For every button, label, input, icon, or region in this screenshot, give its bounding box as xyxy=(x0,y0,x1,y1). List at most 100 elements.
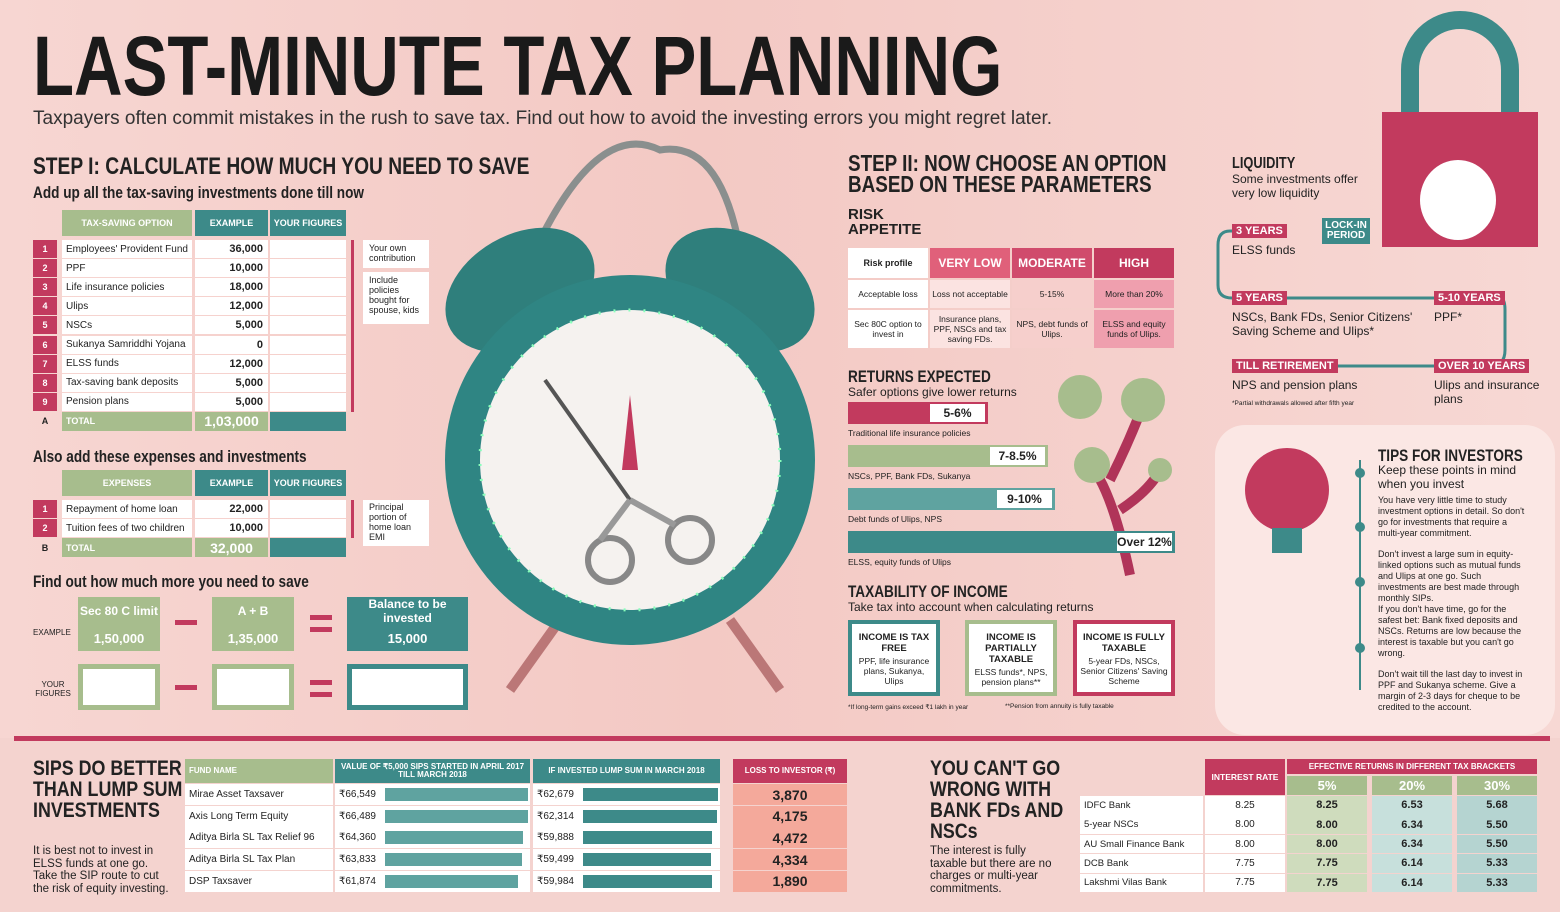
risk-header: HIGH xyxy=(1094,248,1174,278)
lump-bar xyxy=(583,874,713,888)
lockin-text: PPF* xyxy=(1434,310,1463,324)
risk-cell: More than 20% xyxy=(1094,280,1174,308)
section-subtitle: Take tax into account when calculating r… xyxy=(848,600,1094,614)
row-label: Employees' Provident Fund xyxy=(62,240,192,259)
fd-return: 7.75 xyxy=(1287,873,1367,893)
calc-box-value: 1,35,000 xyxy=(212,625,294,651)
calc-input xyxy=(347,664,468,710)
bulb-icon xyxy=(1245,448,1365,690)
calc-box-title: A + B xyxy=(212,597,294,625)
section-title: STEP II: NOW CHOOSE AN OPTION BASED ON T… xyxy=(848,150,1167,197)
loss-cell: 1,890 xyxy=(733,870,847,892)
total-letter: A xyxy=(41,416,49,427)
fd-return: 6.14 xyxy=(1372,854,1452,873)
row-value: 36,000 xyxy=(195,240,268,259)
row-value: 12,000 xyxy=(195,297,268,316)
loss-cell: 4,334 xyxy=(733,849,847,871)
sip-header: FUND NAME xyxy=(185,759,333,783)
fd-bracket: 5% xyxy=(1287,776,1367,795)
tax-box-text: PPF, life insurance plans, Sukanya, Ulip… xyxy=(858,656,930,686)
row-number: 4 xyxy=(33,297,57,316)
row-value: 22,000 xyxy=(195,500,268,519)
footnote: *If long-term gains exceed ₹1 lakh in ye… xyxy=(848,704,969,711)
row-input xyxy=(270,519,346,538)
sip-fund: Aditya Birla SL Tax Relief 96 xyxy=(185,827,333,849)
loss-cell: 4,472 xyxy=(733,827,847,849)
row-label: PPF xyxy=(62,259,192,278)
tax-box: INCOME IS TAX FREE PPF, life insurance pl… xyxy=(848,620,940,696)
row-input xyxy=(270,297,346,316)
lockin-text: NPS and pension plans xyxy=(1232,378,1358,392)
calc-input xyxy=(212,664,294,710)
table-header: EXAMPLE xyxy=(195,210,268,236)
row-label: Tax-saving bank deposits xyxy=(62,373,192,392)
section-intro: Find out how much more you need to save xyxy=(33,572,309,591)
return-caption: ELSS, equity funds of Ulips xyxy=(848,557,952,567)
row-number: 6 xyxy=(33,335,57,354)
clock xyxy=(445,140,815,693)
return-label: Over 12% xyxy=(1117,533,1172,551)
risk-cell: Loss not acceptable xyxy=(930,280,1010,308)
section-title: STEP I: CALCULATE HOW MUCH YOU NEED TO S… xyxy=(33,153,530,180)
fd-rate: 8.00 xyxy=(1205,815,1285,834)
money-tree xyxy=(1058,375,1172,577)
section-subtitle: Safer options give lower returns xyxy=(848,385,1017,399)
sip-header: IF INVESTED LUMP SUM IN MARCH 2018 xyxy=(533,759,720,783)
row-value: 10,000 xyxy=(195,259,268,278)
calc-box-value: 15,000 xyxy=(347,625,468,651)
fd-group-header: EFFECTIVE RETURNS IN DIFFERENT TAX BRACK… xyxy=(1287,759,1537,774)
row-number: 9 xyxy=(33,392,57,411)
return-label: 9-10% xyxy=(997,490,1052,508)
sip-bar xyxy=(385,809,528,823)
sip-bar xyxy=(385,788,528,801)
fd-return: 6.53 xyxy=(1372,796,1452,815)
row-label: NSCs xyxy=(62,316,192,335)
row-value: 10,000 xyxy=(195,519,268,538)
row-value: 12,000 xyxy=(195,354,268,373)
sip-bar xyxy=(385,874,518,888)
fd-return: 6.34 xyxy=(1372,815,1452,834)
bracket xyxy=(346,500,354,539)
risk-cell: NPS, debt funds of Ulips. xyxy=(1012,310,1092,348)
return-bar xyxy=(848,531,1175,553)
risk-title: RISK APPETITE xyxy=(848,206,922,238)
fd-rate: 8.00 xyxy=(1205,834,1285,854)
return-caption: Debt funds of Ulips, NPS xyxy=(848,514,943,524)
tax-box: INCOME IS PARTIALLY TAXABLE ELSS funds*, … xyxy=(965,620,1057,696)
fd-bracket: 30% xyxy=(1457,776,1537,795)
risk-header: Risk profile xyxy=(848,248,928,278)
tax-box-title: INCOME IS TAX FREE xyxy=(858,632,930,654)
fd-rate: 7.75 xyxy=(1205,854,1285,873)
row-value: 0 xyxy=(195,335,268,354)
calc-box-value: 1,50,000 xyxy=(78,625,160,651)
row-input xyxy=(270,278,346,297)
total-letter: B xyxy=(41,542,49,553)
table-header: EXPENSES xyxy=(62,470,192,496)
calc-box-title: Sec 80 C limit xyxy=(78,597,160,625)
divider xyxy=(14,736,1550,741)
row-value: 18,000 xyxy=(195,278,268,297)
row-number: 2 xyxy=(33,259,57,278)
lump-bar xyxy=(583,831,712,845)
row-input xyxy=(270,240,346,259)
note: Include policies bought for spouse, kids xyxy=(363,272,429,324)
risk-header: VERY LOW xyxy=(930,248,1010,278)
row-label: ELSS funds xyxy=(62,354,192,373)
footnote: **Pension from annuity is fully taxable xyxy=(1005,703,1114,710)
row-input xyxy=(270,259,346,278)
note: Your own contribution xyxy=(363,240,429,268)
row-number: 7 xyxy=(33,354,57,373)
row-number: 1 xyxy=(33,500,57,519)
total-label: TOTAL xyxy=(62,538,192,558)
fd-return: 5.50 xyxy=(1457,815,1537,834)
lump-bar xyxy=(583,788,718,801)
row-number: 8 xyxy=(33,373,57,392)
sip-header: VALUE OF ₹5,000 SIPS STARTED IN APRIL 20… xyxy=(335,759,530,783)
row-input xyxy=(270,392,346,411)
fd-return: 8.00 xyxy=(1287,834,1367,854)
tip: You have very little time to study inves… xyxy=(1378,495,1525,538)
bracket xyxy=(346,240,354,412)
sip-fund: Mirae Asset Taxsaver xyxy=(185,784,333,805)
lockin-period: TILL RETIREMENT xyxy=(1232,359,1338,373)
row-label: Ulips xyxy=(62,297,192,316)
